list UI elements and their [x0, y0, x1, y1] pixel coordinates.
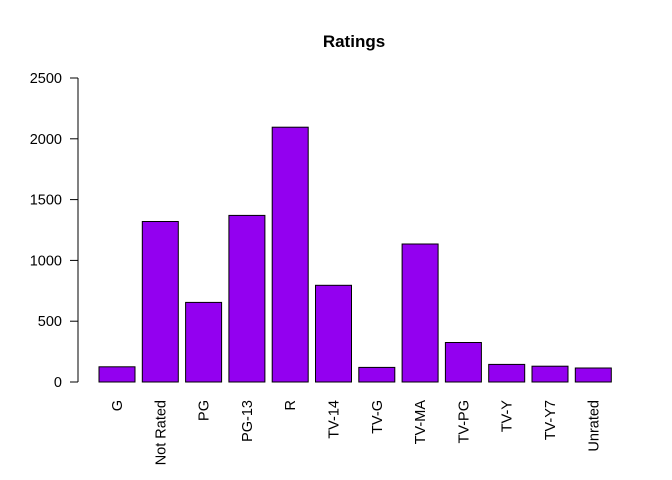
x-tick-label: G: [110, 400, 126, 411]
y-tick-label: 1500: [30, 193, 62, 209]
bar-tv-14: [315, 284, 352, 383]
chart-title: Ratings: [323, 32, 385, 51]
x-tick-label: Unrated: [586, 400, 602, 452]
y-tick-label: 2500: [30, 71, 62, 87]
y-axis: 0 500 1000 1500 2000 2500: [30, 71, 78, 391]
bar-pg-13: [228, 214, 266, 383]
bar-r: [271, 126, 309, 383]
x-tick-label: Not Rated: [153, 400, 169, 465]
x-tick-label: TV-Y7: [543, 400, 559, 440]
bars: [98, 126, 612, 383]
x-tick-label: TV-Y: [500, 400, 516, 433]
y-tick-label: 2000: [30, 132, 62, 148]
x-tick-label: PG-13: [240, 400, 256, 442]
bar-tv-g: [358, 366, 396, 383]
x-tick-label: TV-14: [327, 400, 343, 439]
x-tick-label: TV-MA: [413, 400, 429, 445]
x-tick-label: R: [283, 400, 299, 410]
y-tick-label: 500: [38, 314, 62, 330]
bar-tv-y: [488, 363, 526, 383]
x-tick-label: PG: [197, 400, 213, 421]
y-tick-label: 0: [54, 375, 62, 391]
y-tick-label: 1000: [30, 253, 62, 269]
x-tick-label: TV-PG: [456, 400, 472, 444]
bar-tv-pg: [444, 342, 482, 383]
x-axis-labels: G Not Rated PG PG-13 R TV-14 TV-G TV-MA TV-PG TV-…: [110, 400, 602, 466]
bar-tv-ma: [401, 243, 439, 383]
bar-g: [98, 366, 136, 383]
bar-not-rated: [141, 221, 179, 383]
bar-unrated: [574, 367, 612, 383]
x-tick-label: TV-G: [370, 400, 386, 434]
bar-pg: [185, 301, 223, 383]
bar-tv-y7: [531, 365, 569, 383]
